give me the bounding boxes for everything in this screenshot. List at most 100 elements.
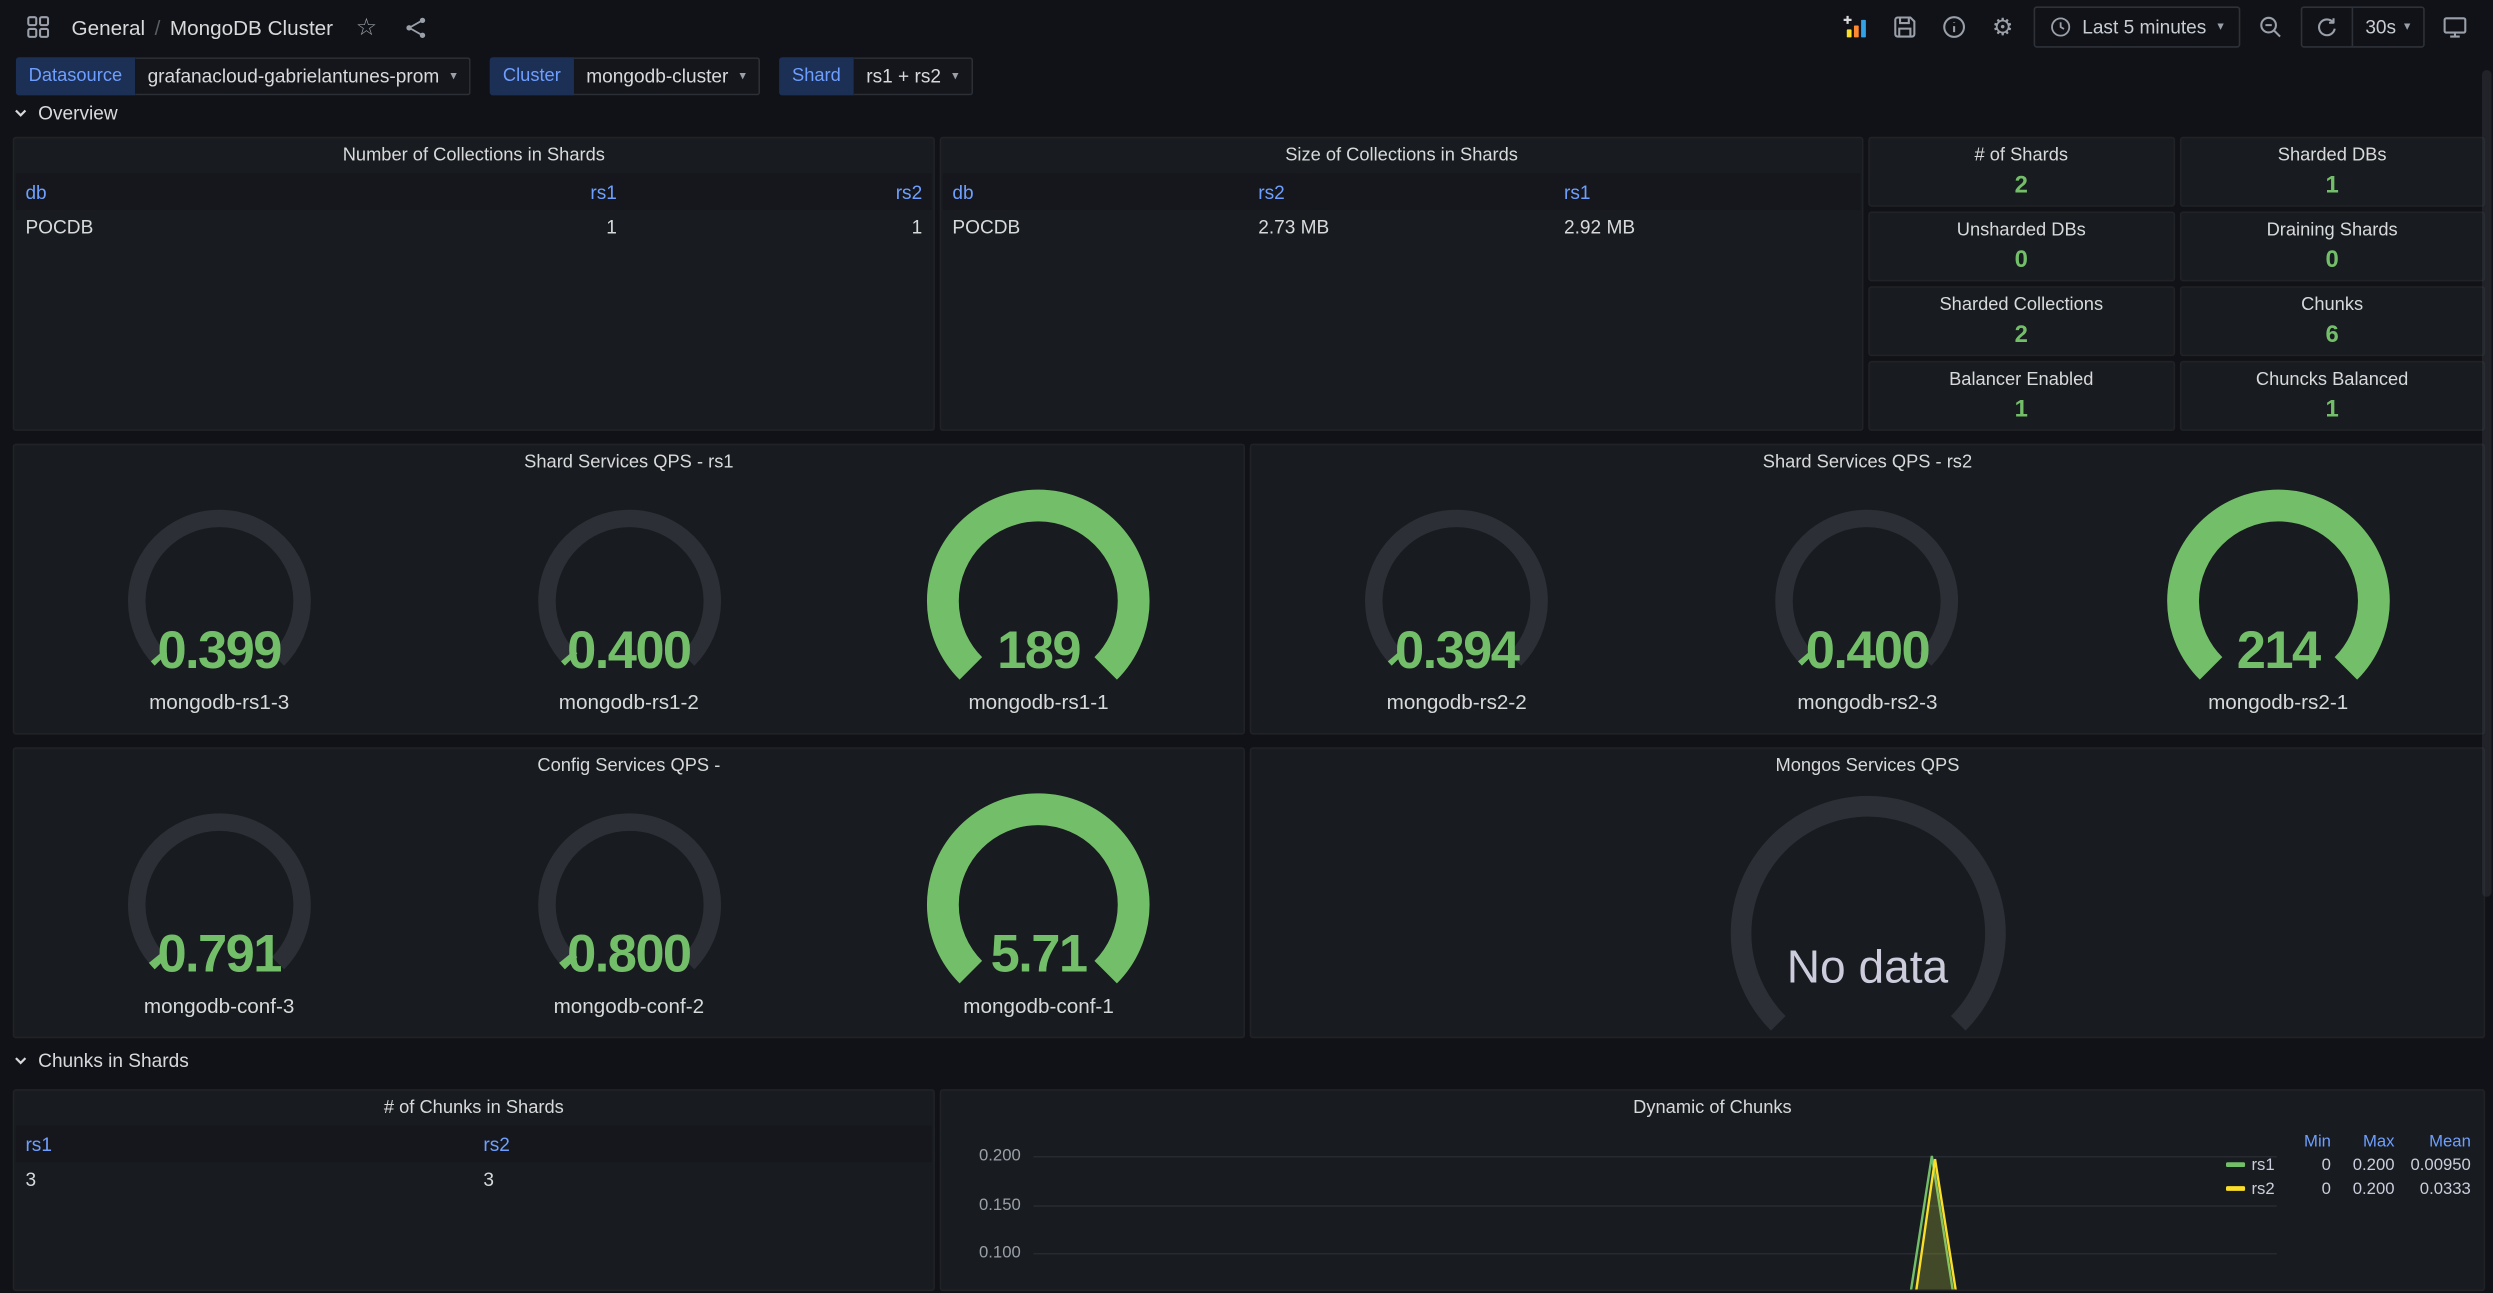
legend-stat-max: 0.200 <box>2352 1155 2395 1175</box>
panel-title[interactable]: Size of Collections in Shards <box>1285 146 1518 166</box>
table-column-header[interactable]: rs1 <box>1564 180 1591 203</box>
gauge-label: mongodb-conf-1 <box>963 993 1114 1018</box>
table-header-row: db rs1 rs2 <box>15 173 932 210</box>
panel-title[interactable]: Shard Services QPS - rs1 <box>524 453 734 473</box>
panel-title[interactable]: Config Services QPS - <box>537 756 721 776</box>
gauge: 0.791 mongodb-conf-3 <box>14 790 424 1033</box>
panel-mongos-qps: Mongos Services QPS No data <box>1249 747 2486 1039</box>
legend-series-name[interactable]: rs1 <box>2226 1155 2283 1174</box>
variable-value-dropdown[interactable]: grafanacloud-gabrielantunes-prom ▾ <box>134 57 472 96</box>
kiosk-mode-icon[interactable] <box>2436 8 2474 46</box>
table-cell: 2.92 MB <box>1564 216 1636 239</box>
gauge-label: mongodb-rs1-1 <box>968 690 1109 714</box>
legend-column-header[interactable]: Max <box>2362 1131 2395 1151</box>
info-circle-icon[interactable] <box>1934 8 1972 46</box>
chevron-down-icon: ▾ <box>450 68 457 83</box>
table-column-header[interactable]: rs1 <box>590 180 617 203</box>
table-column-header[interactable]: rs2 <box>483 1132 510 1156</box>
gauge-arc-icon <box>927 793 1150 984</box>
table-column-header[interactable]: rs1 <box>25 1132 52 1156</box>
y-axis-tick-label: 0.150 <box>978 1194 1021 1214</box>
zoom-out-icon[interactable] <box>2251 8 2289 46</box>
chevron-down-icon: ▾ <box>739 68 746 83</box>
stat-title[interactable]: Draining Shards <box>2266 221 2398 241</box>
legend-series-name[interactable]: rs2 <box>2226 1179 2283 1198</box>
nav-breadcrumb-area: General / MongoDB Cluster ☆ <box>19 8 435 46</box>
refresh-button[interactable] <box>2302 8 2351 46</box>
legend-item[interactable]: rs1 0 0.200 0.00950 <box>2226 1153 2471 1177</box>
gauge-arc-icon <box>927 489 1150 680</box>
gauge-value: 0.400 <box>567 620 692 679</box>
stat-title[interactable]: # of Shards <box>1974 146 2069 166</box>
legend-column-header[interactable]: Min <box>2304 1131 2331 1151</box>
variable-value: grafanacloud-gabrielantunes-prom <box>147 65 440 88</box>
legend-stat-mean: 0.00950 <box>2410 1155 2471 1175</box>
save-dashboard-icon[interactable] <box>1885 8 1923 46</box>
y-axis-tick-label: 0.100 <box>978 1243 1021 1263</box>
variable-shard: Shard rs1 + rs2 ▾ <box>779 57 973 96</box>
stat-title[interactable]: Balancer Enabled <box>1949 370 2094 390</box>
legend-header: Min Max Mean <box>2226 1129 2471 1153</box>
table-column-header[interactable]: db <box>25 180 47 203</box>
legend-stat-mean: 0.0333 <box>2419 1178 2471 1199</box>
legend-stat-min: 0 <box>2321 1155 2331 1175</box>
time-range-picker[interactable]: Last 5 minutes ▾ <box>2032 6 2240 48</box>
collections-count-table: db rs1 rs2 POCDB 1 1 <box>15 173 932 245</box>
chevron-down-icon <box>15 1057 27 1065</box>
stat-panel: # of Shards 2 <box>1868 136 2175 207</box>
stat-value: 1 <box>2325 395 2339 423</box>
breadcrumb: General / MongoDB Cluster <box>72 15 334 39</box>
stat-title[interactable]: Unsharded DBs <box>1956 221 2086 241</box>
gauge-label: mongodb-rs2-3 <box>1797 690 1938 714</box>
add-panel-icon[interactable] <box>1836 8 1874 46</box>
legend-item[interactable]: rs2 0 0.200 0.0333 <box>2226 1177 2471 1201</box>
stat-title[interactable]: Sharded Collections <box>1939 295 2104 315</box>
stat-value: 1 <box>2325 171 2339 199</box>
gauge-arc-icon <box>127 813 311 970</box>
panel-title[interactable]: Mongos Services QPS <box>1775 756 1960 776</box>
stat-panel: Balancer Enabled 1 <box>1868 360 2175 431</box>
collections-size-table: db rs2 rs1 POCDB 2.73 MB 2.92 MB <box>942 173 1861 245</box>
star-icon[interactable]: ☆ <box>347 8 385 46</box>
variable-value-dropdown[interactable]: rs1 + rs2 ▾ <box>853 57 973 96</box>
stat-title[interactable]: Chuncks Balanced <box>2255 370 2409 390</box>
panel-title[interactable]: Number of Collections in Shards <box>342 146 605 166</box>
table-column-header[interactable]: rs2 <box>895 180 923 203</box>
no-data-text: No data <box>1786 942 1949 994</box>
table-column-header[interactable]: db <box>952 180 974 203</box>
table-row: POCDB 2.73 MB 2.92 MB <box>943 210 1860 245</box>
panel-title[interactable]: Dynamic of Chunks <box>1633 1098 1792 1118</box>
breadcrumb-folder[interactable]: General <box>71 15 146 39</box>
top-nav: General / MongoDB Cluster ☆ <box>0 0 2493 54</box>
variable-value-dropdown[interactable]: mongodb-cluster ▾ <box>573 57 761 96</box>
clock-icon <box>2050 17 2070 37</box>
gauge-row: 0.399 mongodb-rs1-3 0.400 mongodb-rs1-2 … <box>14 487 1243 730</box>
settings-gear-icon[interactable]: ⚙ <box>1984 8 2022 46</box>
gauge-label: mongodb-conf-3 <box>143 993 295 1018</box>
refresh-interval-picker[interactable]: 30s ▾ <box>2351 7 2423 47</box>
table-cell: 1 <box>606 216 617 239</box>
variable-label: Shard <box>779 57 854 96</box>
legend-column-header[interactable]: Mean <box>2429 1131 2471 1151</box>
stat-value: 1 <box>2014 395 2028 423</box>
stat-title[interactable]: Chunks <box>2301 295 2364 315</box>
stat-value: 2 <box>2014 321 2028 349</box>
section-header-overview[interactable]: Overview <box>13 102 118 124</box>
vertical-scrollbar-thumb[interactable] <box>2481 69 2492 897</box>
gauge-value: 0.800 <box>567 923 692 983</box>
stat-title[interactable]: Sharded DBs <box>2277 146 2387 166</box>
table-column-header[interactable]: rs2 <box>1258 180 1285 203</box>
share-icon[interactable] <box>397 8 435 46</box>
variables-bar: Datasource grafanacloud-gabrielantunes-p… <box>15 57 973 96</box>
breadcrumb-dashboard-title[interactable]: MongoDB Cluster <box>169 15 334 39</box>
panel-shard-qps-rs1: Shard Services QPS - rs1 0.399 mongodb-r… <box>12 443 1245 735</box>
table-cell: POCDB <box>25 216 94 239</box>
gauge-value: 0.399 <box>157 620 282 679</box>
gauge-row: 0.394 mongodb-rs2-2 0.400 mongodb-rs2-3 … <box>1251 487 2483 730</box>
dashboards-grid-icon[interactable] <box>19 8 57 46</box>
panel-title[interactable]: # of Chunks in Shards <box>383 1098 564 1118</box>
table-cell: POCDB <box>952 216 1021 239</box>
gauge: 0.399 mongodb-rs1-3 <box>14 487 424 730</box>
section-header-chunks[interactable]: Chunks in Shards <box>13 1049 189 1072</box>
panel-title[interactable]: Shard Services QPS - rs2 <box>1762 453 1973 473</box>
